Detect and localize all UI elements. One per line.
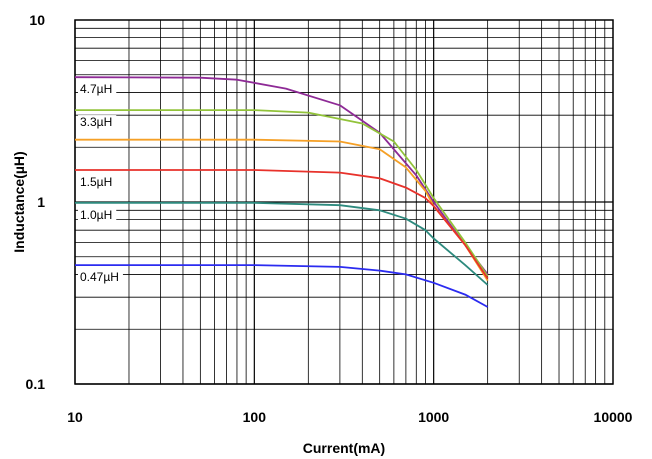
series-label-bg: [78, 115, 117, 130]
x-tick-label: 10: [67, 409, 83, 425]
series-label-3: 1.5µH: [80, 175, 112, 189]
tick-labels: 10 100 1000 10000 0.1 1 10: [26, 12, 633, 425]
x-tick-label: 10000: [594, 409, 633, 425]
x-tick-label: 100: [243, 409, 267, 425]
series-label-5: 0.47µH: [80, 270, 119, 284]
y-tick-label: 0.1: [26, 376, 46, 392]
series-label-4: 1.0µH: [80, 208, 112, 222]
series-line-4: [75, 201, 489, 286]
series-line-5: [75, 264, 489, 308]
y-tick-label: 1: [37, 194, 45, 210]
series-label-bg: [78, 207, 117, 222]
series-line-0: [74, 76, 489, 275]
grid: [74, 20, 613, 385]
y-axis-title: Inductance(µH): [11, 151, 27, 252]
series-label-1: 3.3µH: [80, 115, 112, 129]
series-layer: [74, 76, 489, 308]
series-labels: 4.7µH 3.3µH 1.5µH 1.0µH 0.47µH: [78, 82, 123, 285]
series-label-bg: [78, 174, 117, 189]
series-label-bg: [78, 82, 117, 97]
series-line-3: [75, 169, 489, 280]
x-axis-title: Current(mA): [303, 440, 385, 456]
series-label-bg: [78, 270, 123, 285]
series-line-1: [75, 109, 489, 277]
y-tick-label: 10: [29, 12, 45, 28]
series-label-0: 4.7µH: [80, 82, 112, 96]
x-tick-label: 1000: [418, 409, 449, 425]
